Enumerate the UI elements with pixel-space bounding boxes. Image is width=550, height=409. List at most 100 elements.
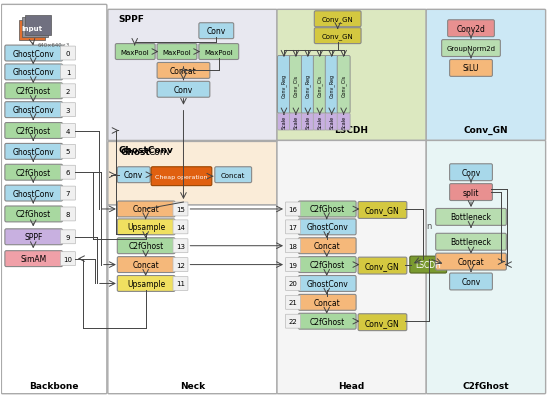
Text: C2fGhost: C2fGhost	[463, 381, 509, 390]
Text: 21: 21	[288, 300, 298, 306]
Text: Concat: Concat	[133, 261, 159, 270]
FancyBboxPatch shape	[117, 238, 175, 254]
FancyBboxPatch shape	[199, 24, 234, 40]
FancyBboxPatch shape	[157, 82, 210, 98]
Text: Input: Input	[21, 26, 43, 32]
FancyBboxPatch shape	[285, 315, 300, 328]
Text: Conv: Conv	[207, 27, 226, 36]
Text: Conv_GN: Conv_GN	[365, 261, 400, 270]
Text: Conv_Cls: Conv_Cls	[293, 74, 299, 97]
Text: Backbone: Backbone	[29, 381, 79, 390]
FancyBboxPatch shape	[436, 254, 507, 270]
Text: 18: 18	[288, 243, 298, 249]
Text: Scale: Scale	[282, 116, 287, 129]
FancyBboxPatch shape	[442, 40, 500, 57]
Text: C2fGhost: C2fGhost	[310, 317, 345, 326]
Text: LSCDH: LSCDH	[415, 261, 441, 270]
FancyBboxPatch shape	[173, 239, 188, 253]
Text: ......: ......	[462, 229, 480, 239]
FancyBboxPatch shape	[285, 258, 300, 272]
FancyBboxPatch shape	[299, 238, 356, 254]
FancyBboxPatch shape	[449, 184, 492, 201]
Text: C2fGhost: C2fGhost	[129, 242, 164, 251]
Text: 2: 2	[66, 89, 70, 94]
Text: SiLU: SiLU	[463, 64, 479, 73]
Text: SimAM: SimAM	[20, 254, 47, 263]
FancyBboxPatch shape	[117, 257, 175, 273]
Text: MaxPool: MaxPool	[121, 49, 150, 55]
FancyBboxPatch shape	[299, 276, 356, 292]
Text: C2fGhost: C2fGhost	[16, 210, 51, 219]
FancyBboxPatch shape	[426, 141, 546, 394]
Text: 4: 4	[66, 128, 70, 134]
Text: Conv_Cls: Conv_Cls	[341, 74, 346, 97]
FancyBboxPatch shape	[60, 47, 75, 61]
Text: 19: 19	[288, 262, 298, 268]
FancyBboxPatch shape	[314, 29, 361, 45]
Text: 6: 6	[66, 170, 70, 176]
Text: SPPF: SPPF	[119, 15, 145, 24]
Text: 9: 9	[66, 234, 70, 240]
Text: Scale: Scale	[341, 116, 346, 129]
Text: Ghost: Ghost	[121, 148, 151, 157]
FancyBboxPatch shape	[5, 46, 63, 62]
Text: C2fGhost: C2fGhost	[310, 261, 345, 270]
FancyBboxPatch shape	[60, 166, 75, 180]
Text: Concat: Concat	[133, 205, 159, 214]
Text: C2fGhost: C2fGhost	[16, 127, 51, 136]
FancyBboxPatch shape	[5, 207, 63, 222]
FancyBboxPatch shape	[325, 56, 338, 114]
FancyBboxPatch shape	[157, 45, 197, 61]
FancyBboxPatch shape	[449, 164, 492, 181]
Text: Neck: Neck	[180, 381, 205, 390]
FancyBboxPatch shape	[337, 114, 350, 131]
Text: Conv_GN: Conv_GN	[464, 126, 508, 135]
Text: Conv: Conv	[148, 148, 172, 157]
Text: Scale: Scale	[329, 116, 334, 129]
Text: GroupNorm2d: GroupNorm2d	[447, 46, 496, 52]
Text: Conv_Reg: Conv_Reg	[305, 74, 311, 98]
FancyBboxPatch shape	[436, 234, 507, 251]
FancyBboxPatch shape	[117, 219, 175, 235]
FancyBboxPatch shape	[2, 5, 107, 394]
FancyBboxPatch shape	[5, 102, 63, 118]
Text: Conv: Conv	[174, 85, 193, 94]
FancyBboxPatch shape	[358, 314, 407, 331]
FancyBboxPatch shape	[60, 124, 75, 138]
FancyBboxPatch shape	[173, 220, 188, 234]
FancyBboxPatch shape	[410, 256, 447, 273]
FancyBboxPatch shape	[173, 202, 188, 216]
Text: split: split	[463, 188, 479, 197]
FancyBboxPatch shape	[5, 123, 63, 139]
Text: Upsample: Upsample	[127, 279, 166, 288]
FancyBboxPatch shape	[60, 103, 75, 117]
FancyBboxPatch shape	[299, 202, 356, 217]
FancyBboxPatch shape	[448, 21, 494, 38]
FancyBboxPatch shape	[277, 10, 426, 141]
Text: 10: 10	[64, 256, 73, 262]
Text: Cheap operation: Cheap operation	[155, 174, 208, 179]
Text: Head: Head	[338, 381, 365, 390]
Text: Conv_GN: Conv_GN	[365, 206, 400, 215]
FancyBboxPatch shape	[449, 61, 492, 77]
FancyBboxPatch shape	[358, 258, 407, 274]
FancyBboxPatch shape	[5, 165, 63, 181]
FancyBboxPatch shape	[151, 167, 212, 186]
Text: 5: 5	[66, 149, 70, 155]
FancyBboxPatch shape	[314, 114, 326, 131]
FancyBboxPatch shape	[157, 63, 210, 79]
FancyBboxPatch shape	[5, 186, 63, 202]
Text: MaxPool: MaxPool	[205, 49, 233, 55]
FancyBboxPatch shape	[289, 56, 302, 114]
FancyBboxPatch shape	[449, 273, 492, 290]
FancyBboxPatch shape	[337, 56, 350, 114]
FancyBboxPatch shape	[5, 251, 63, 267]
FancyBboxPatch shape	[108, 142, 277, 205]
Text: Concat: Concat	[314, 242, 340, 251]
FancyBboxPatch shape	[173, 277, 188, 291]
Text: C2fGhost: C2fGhost	[16, 87, 51, 96]
Text: Conv_GN: Conv_GN	[322, 16, 354, 23]
Text: 11: 11	[176, 281, 185, 287]
FancyBboxPatch shape	[285, 202, 300, 216]
FancyBboxPatch shape	[60, 252, 75, 266]
